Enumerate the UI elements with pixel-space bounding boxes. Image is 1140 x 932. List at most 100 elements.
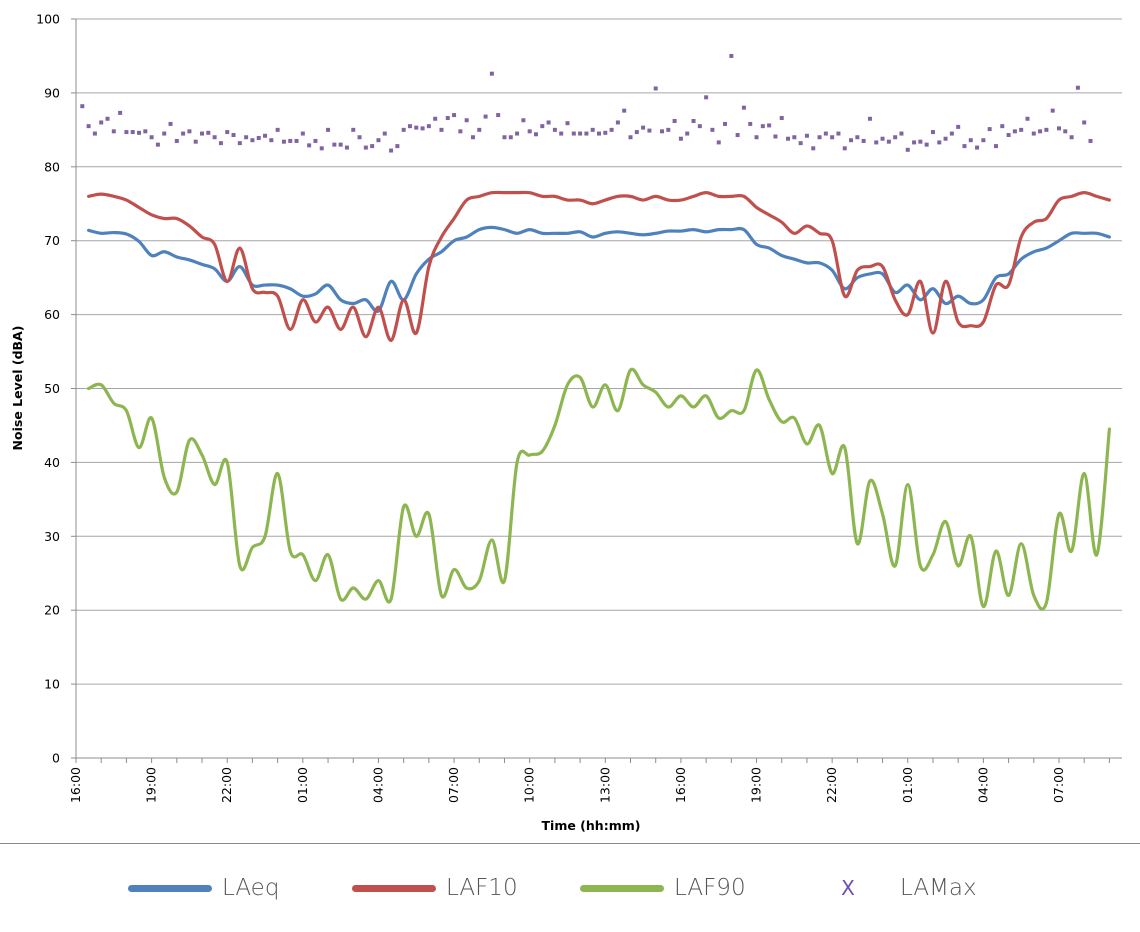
series-lamax-point-97: [691, 118, 696, 123]
series-lamax-point-52: [407, 124, 412, 129]
series-lamax-point-35: [300, 131, 305, 136]
series-lamax-point-1: [86, 124, 91, 129]
legend-divider: [0, 843, 1140, 844]
series-lamax-point-155: [1056, 126, 1061, 131]
x-tick-10: 22:00: [824, 767, 839, 803]
legend-label-laeq: LAeq: [222, 875, 280, 901]
series-lamax-point-76: [559, 131, 564, 136]
series-lamax-point-55: [426, 124, 431, 129]
series-lamax-point-157: [1069, 135, 1074, 140]
series-lamax-point-149: [1019, 127, 1024, 132]
series-lamax-point-51: [401, 127, 406, 132]
series-lamax-point-11: [149, 135, 154, 140]
legend-item-laf90: LAF90: [580, 868, 746, 908]
series-lamax-point-22: [218, 141, 223, 146]
series-lamax-point-109: [767, 123, 772, 128]
series-lamax-point-159: [1082, 120, 1087, 125]
series-lamax-point-118: [823, 131, 828, 136]
y-tick-100: 100: [36, 12, 60, 27]
series-lamax-point-3: [99, 120, 104, 125]
y-tick-90: 90: [44, 85, 60, 100]
series-lamax-point-105: [741, 105, 746, 110]
series-lamax-point-56: [433, 116, 438, 121]
series-lamax-point-59: [452, 113, 457, 118]
series-laeq-line: [87, 225, 1111, 313]
series-lamax-point-152: [1038, 129, 1043, 134]
series-lamax-point-122: [849, 138, 854, 143]
series-lamax-point-131: [905, 147, 910, 152]
series-lamax-point-38: [319, 146, 324, 151]
series-lamax-point-31: [275, 127, 280, 132]
series-lamax-point-36: [307, 143, 312, 148]
legend-marker-lamax: X: [841, 876, 855, 900]
series-lamax-point-61: [464, 118, 469, 123]
series-lamax-point-27: [250, 138, 255, 143]
x-tick-1: 19:00: [144, 767, 159, 803]
series-lamax-point-57: [439, 127, 444, 132]
x-tick-9: 19:00: [749, 767, 764, 803]
series-lamax-point-147: [1006, 133, 1011, 138]
series-lamax-point-80: [584, 131, 589, 136]
y-tick-10: 10: [44, 677, 60, 692]
series-lamax-point-108: [760, 124, 765, 129]
series-lamax-point-137: [943, 136, 948, 141]
series-lamax-point-138: [949, 131, 954, 136]
series-lamax-point-77: [565, 121, 570, 126]
series-lamax-point-60: [458, 129, 463, 134]
series-lamax-point-115: [804, 133, 809, 138]
y-tick-80: 80: [44, 159, 60, 174]
series-lamax-point-40: [332, 142, 337, 147]
series-lamax-point-84: [609, 127, 614, 132]
series-lamax-point-112: [786, 136, 791, 141]
series-lamax-point-66: [496, 113, 501, 118]
series-lamax-point-128: [886, 139, 891, 144]
series-lamax-point-114: [798, 141, 803, 146]
series-lamax-point-146: [1000, 124, 1005, 129]
series-lamax-point-124: [861, 138, 866, 143]
series-lamax-point-93: [666, 127, 671, 132]
series-lamax-point-25: [237, 141, 242, 146]
series-lamax-point-151: [1031, 131, 1036, 136]
x-tick-11: 01:00: [900, 767, 915, 803]
series-lamax-point-107: [754, 135, 759, 140]
series-lamax-point-145: [993, 144, 998, 149]
legend-item-laf10: LAF10: [352, 868, 518, 908]
series-lamax-point-79: [578, 131, 583, 136]
series-lamax-point-160: [1088, 138, 1093, 143]
series-lamax-point-111: [779, 116, 784, 121]
series-lamax-point-120: [836, 131, 841, 136]
x-tick-4: 04:00: [370, 767, 385, 803]
x-tick-7: 13:00: [597, 767, 612, 803]
legend-label-laf90: LAF90: [674, 875, 746, 901]
series-lamax-point-75: [552, 127, 557, 132]
x-tick-labels: 16:00 19:00 22:00 01:00 04:00 07:00 10:00 13:00…: [68, 767, 1066, 803]
series-lamax-point-12: [155, 142, 160, 147]
series-lamax-point-46: [370, 144, 375, 149]
series-lamax-point-50: [395, 144, 400, 149]
series-lamax-point-127: [880, 136, 885, 141]
series-lamax-point-21: [212, 135, 217, 140]
series-lamax-point-141: [968, 138, 973, 143]
series-lamax-point-41: [338, 142, 343, 147]
series-lamax-point-34: [294, 138, 299, 143]
series-lamax-point-88: [634, 130, 639, 135]
series-lamax-point-45: [363, 145, 368, 150]
series-lamax-point-142: [975, 145, 980, 150]
series-lamax-point-154: [1050, 108, 1055, 113]
noise-level-chart: 0 10 20 30 40 50 60 70 80 90 100 16:00 19:00 22:00 01…: [10, 12, 1122, 833]
series-lamax-point-15: [174, 138, 179, 143]
y-tick-20: 20: [44, 603, 60, 618]
series-lamax-point-102: [723, 121, 728, 126]
x-tick-3: 01:00: [295, 767, 310, 803]
series-lamax-point-110: [773, 134, 778, 139]
series-lamax-point-68: [508, 135, 513, 140]
series-lamax-point-64: [483, 114, 488, 119]
series-lamax-point-4: [105, 116, 110, 121]
series-lamax-point-83: [603, 130, 608, 135]
series-lamax-point-65: [489, 71, 494, 76]
y-tick-labels: 0 10 20 30 40 50 60 70 80 90 100: [36, 12, 60, 766]
series-lamax-point-70: [521, 118, 526, 123]
series-lamax-point-86: [622, 108, 627, 113]
series-lamax-point-99: [704, 95, 709, 100]
x-tick-0: 16:00: [68, 767, 83, 803]
